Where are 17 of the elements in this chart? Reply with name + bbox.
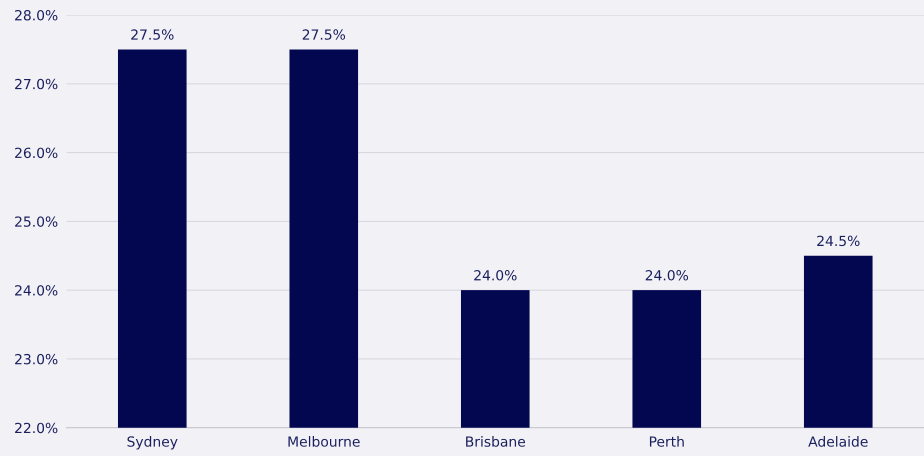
x-tick-label: Melbourne (288, 436, 360, 447)
x-tick-label: Adelaide (808, 436, 868, 447)
data-label: 27.5% (131, 29, 174, 40)
data-label: 24.5% (817, 236, 860, 246)
y-tick-label: 25.0% (15, 216, 58, 227)
data-label: 27.5% (302, 29, 346, 40)
y-tick-label: 24.0% (15, 285, 58, 296)
x-tick-label: Sydney (127, 436, 178, 450)
y-tick-label: 28.0% (15, 10, 58, 21)
y-tick-label: 22.0% (15, 422, 58, 434)
x-tick-label: Brisbane (466, 436, 526, 447)
y-tick-label: 27.0% (15, 78, 58, 90)
x-tick-label: Perth (650, 436, 684, 447)
data-label: 24.0% (646, 270, 688, 281)
data-label: 24.0% (474, 270, 517, 281)
y-tick-label: 23.0% (15, 354, 58, 364)
y-tick-label: 26.0% (15, 148, 58, 158)
